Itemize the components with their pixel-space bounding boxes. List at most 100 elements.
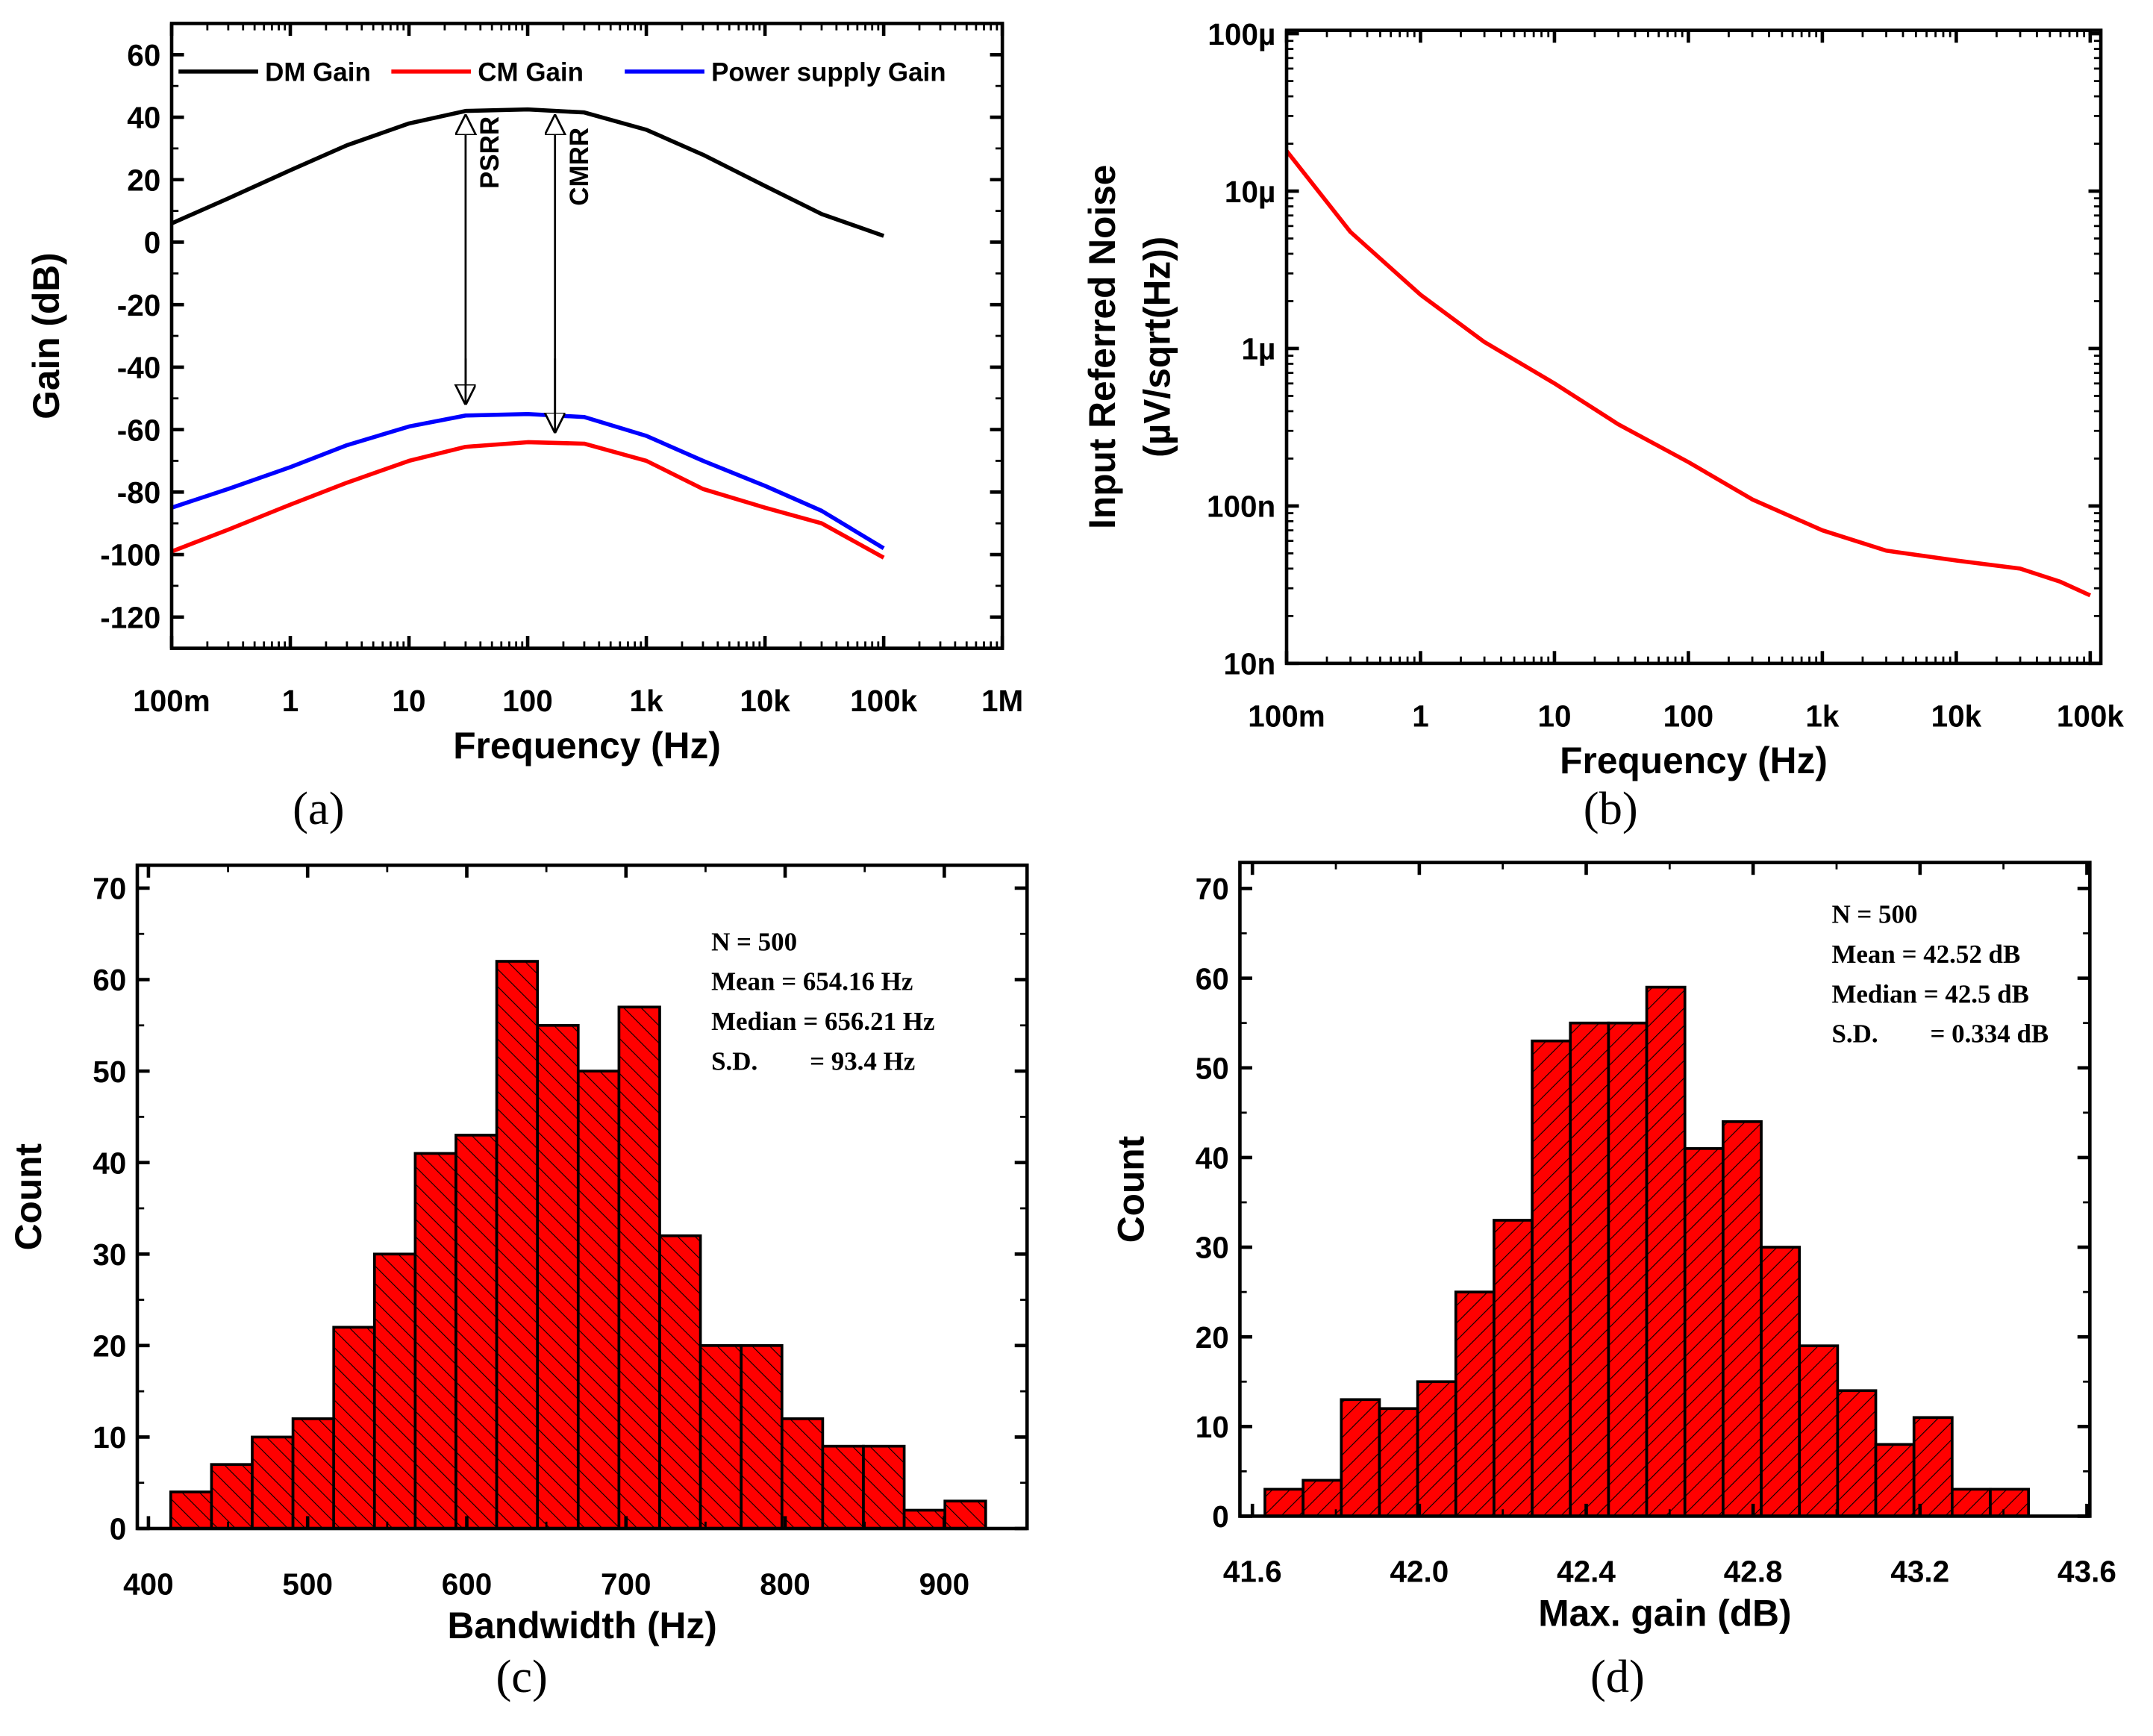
y-tick-label: 10n	[1224, 647, 1276, 681]
histogram-bar	[1645, 985, 1687, 1518]
x-tick-label: 1	[282, 684, 299, 718]
y-tick-label: 0	[144, 225, 161, 260]
x-tick-label: 400	[123, 1567, 174, 1601]
x-tick-label: 10k	[740, 684, 790, 718]
x-tick-label: 10	[393, 684, 426, 718]
x-tick-label: 10k	[1931, 699, 1982, 733]
y-axis-label: Count	[7, 1143, 49, 1250]
histogram-bar	[699, 1344, 743, 1530]
annotation-label: PSRR	[475, 116, 504, 189]
histogram-bar	[780, 1417, 825, 1530]
x-tick-label: 43.6	[2057, 1555, 2116, 1589]
histogram-bar	[740, 1344, 784, 1530]
histogram-bar	[372, 1252, 417, 1530]
y-tick-label: 30	[93, 1237, 126, 1272]
x-tick-label: 100m	[1248, 699, 1325, 733]
histogram-bar	[658, 1234, 702, 1530]
y-tick-label: 60	[1196, 961, 1229, 996]
y-tick-label: -120	[100, 600, 160, 634]
histogram-bar	[495, 960, 540, 1530]
y-tick-label: 70	[93, 872, 126, 906]
y-tick-label: 60	[127, 38, 160, 72]
stat-text: N = 500	[711, 927, 797, 956]
histogram-bar	[1378, 1407, 1419, 1518]
histogram-bar	[617, 1005, 661, 1530]
x-axis-label: Frequency (Hz)	[453, 725, 721, 766]
histogram-bar	[902, 1508, 947, 1530]
x-tick-label: 1k	[630, 684, 664, 718]
y-axis-label-units: (µV/sqrt(Hz))	[1137, 237, 1178, 458]
histogram-bar	[1989, 1487, 2031, 1518]
histogram-bar	[1951, 1487, 1992, 1518]
stat-text: Median = 42.5 dB	[1831, 979, 2029, 1008]
histogram-bar	[210, 1463, 254, 1530]
x-tick-label: 100m	[133, 684, 210, 718]
x-tick-label: 600	[442, 1567, 493, 1601]
y-tick-label: 1µ	[1241, 332, 1275, 366]
y-axis-label: Input Referred Noise	[1081, 165, 1123, 529]
histogram-bar	[1531, 1039, 1572, 1518]
x-tick-label: 43.2	[1890, 1555, 1949, 1589]
x-tick-label: 500	[282, 1567, 333, 1601]
x-tick-label: 1M	[981, 684, 1023, 718]
panel-caption: (b)	[1584, 782, 1638, 834]
histogram-bar	[1683, 1147, 1725, 1518]
histogram-bar	[291, 1417, 336, 1530]
y-tick-label: 60	[93, 963, 126, 997]
histogram-bar	[536, 1023, 580, 1530]
y-tick-label: -80	[117, 475, 161, 510]
histogram-bar	[332, 1326, 376, 1530]
x-tick-label: 100k	[2057, 699, 2125, 733]
x-tick-label: 100k	[850, 684, 918, 718]
y-tick-label: 50	[93, 1055, 126, 1089]
histogram-bar	[1874, 1443, 1916, 1518]
plot-frame	[135, 864, 1029, 1531]
x-tick-label: 42.4	[1557, 1555, 1616, 1589]
annotation-label: CMRR	[565, 128, 594, 206]
histogram-bar	[943, 1499, 987, 1530]
x-axis-label: Bandwidth (Hz)	[447, 1605, 716, 1646]
legend-label: DM Gain	[265, 58, 371, 87]
series-line-0	[1284, 149, 2092, 598]
y-tick-label: 10µ	[1225, 175, 1275, 209]
panel-caption: (d)	[1590, 1650, 1645, 1702]
y-tick-label: 50	[1196, 1051, 1229, 1085]
y-axis-label: Gain (dB)	[25, 252, 67, 419]
legend-label: Power supply Gain	[711, 58, 946, 87]
series-line-1	[170, 440, 885, 560]
x-tick-label: 700	[601, 1567, 651, 1601]
plot-frame	[1284, 28, 2103, 666]
histogram-bar	[1416, 1380, 1457, 1518]
histogram-bar	[1722, 1120, 1763, 1518]
series-line-2	[171, 411, 885, 551]
chart-b: 100m 1 10 100 1k 10k 100k 10n 100n 1µ 10µ 100µ Frequ…	[1081, 17, 2124, 834]
series-line-0	[170, 107, 885, 238]
y-tick-label: 40	[127, 101, 160, 135]
histogram-bar	[454, 1134, 499, 1530]
x-tick-label: 100	[1663, 699, 1714, 733]
histogram-bar	[1798, 1344, 1840, 1518]
y-tick-label: 0	[110, 1512, 127, 1546]
y-tick-label: 10	[93, 1420, 126, 1455]
x-tick-label: 41.6	[1223, 1555, 1282, 1589]
histogram-bar	[1607, 1021, 1649, 1518]
y-tick-label: -60	[117, 413, 161, 447]
y-tick-label: -40	[117, 351, 161, 385]
y-tick-label: -20	[117, 288, 161, 322]
histogram-bar	[576, 1070, 621, 1530]
histogram-bar	[1454, 1290, 1496, 1518]
chart-d: N = 500 Mean = 42.52 dB Median = 42.5 dB S.…	[1110, 861, 2116, 1702]
x-tick-label: 42.8	[1724, 1555, 1783, 1589]
x-tick-label: 100	[502, 684, 553, 718]
y-tick-label: 10	[1196, 1410, 1229, 1444]
histogram-bar	[862, 1444, 906, 1530]
y-tick-label: 40	[93, 1146, 126, 1180]
chart-c: N = 500 Mean = 654.16 Hz Median = 656.21 H…	[7, 864, 1029, 1702]
histogram-bar	[1263, 1487, 1304, 1518]
stat-text: N = 500	[1831, 900, 1917, 929]
y-tick-label: 70	[1196, 872, 1229, 906]
y-tick-label: 30	[1196, 1231, 1229, 1265]
stat-text: Mean = 654.16 Hz	[711, 967, 913, 996]
y-tick-label: 40	[1196, 1141, 1229, 1175]
